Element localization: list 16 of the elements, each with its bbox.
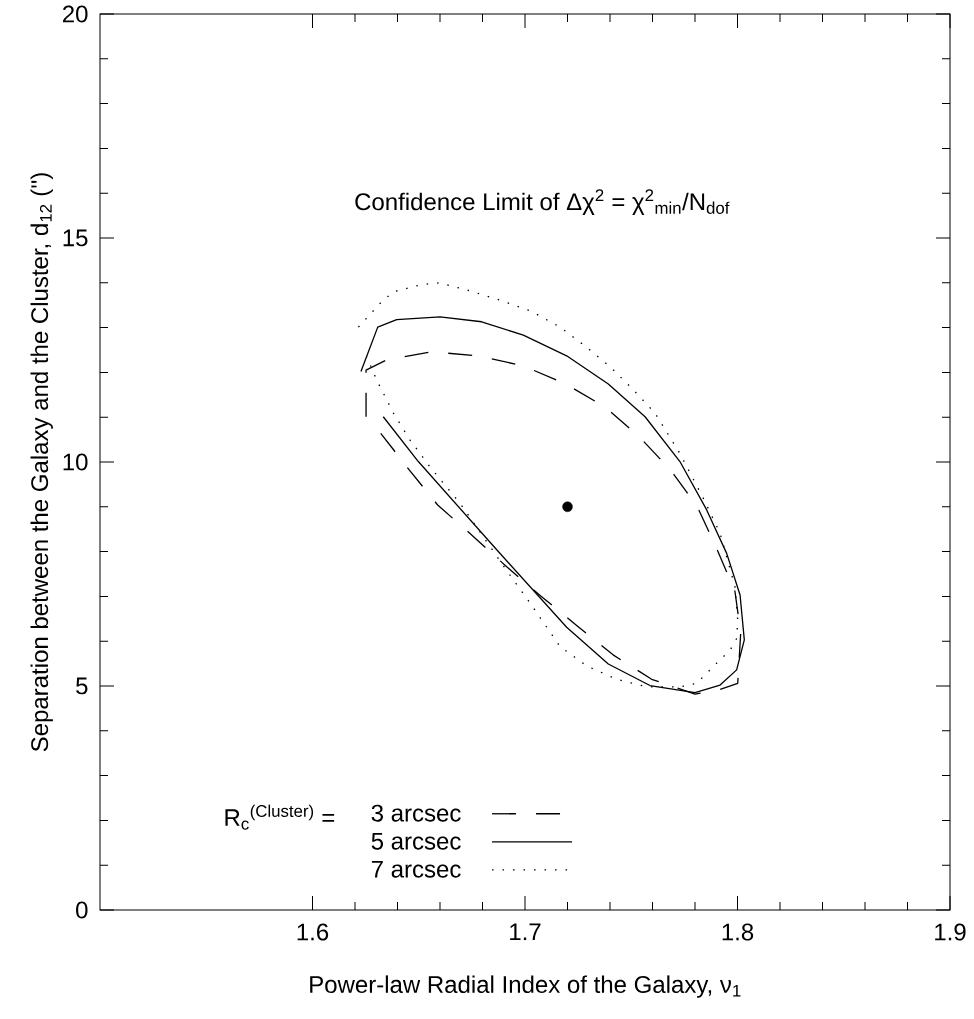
x-tick-label: 1.6 bbox=[297, 923, 329, 941]
y-tick-label: 15 bbox=[63, 229, 88, 247]
legend-label: 3 arcsec bbox=[371, 804, 461, 822]
y-tick-label: 5 bbox=[76, 677, 88, 695]
y-tick-label: 0 bbox=[76, 901, 88, 919]
legend-title: R$_{c}$$^{(Cluster)}$ = bbox=[225, 804, 335, 830]
legend-label: 5 arcsec bbox=[371, 832, 461, 850]
y-tick-label: 20 bbox=[62, 5, 88, 23]
x-tick-label: 1.9 bbox=[935, 923, 966, 941]
x-tick-label: 1.7 bbox=[510, 923, 541, 941]
x-axis-title: Power-law Radial Index of the Galaxy, ν$_{1}$ bbox=[310, 975, 741, 998]
annotation: Confidence Limit of Δχ$^{2}$ = χ$^{2}$$_{min}$/N$_{dof}$ bbox=[355, 189, 730, 216]
y-axis-title: Separation between the Galaxy and the Cluster, d$_{12}$ ('') bbox=[30, 173, 53, 752]
x-tick-label: 1.8 bbox=[722, 923, 754, 941]
legend-label: 7 arcsec bbox=[371, 860, 461, 878]
y-tick-label: 10 bbox=[63, 453, 88, 471]
